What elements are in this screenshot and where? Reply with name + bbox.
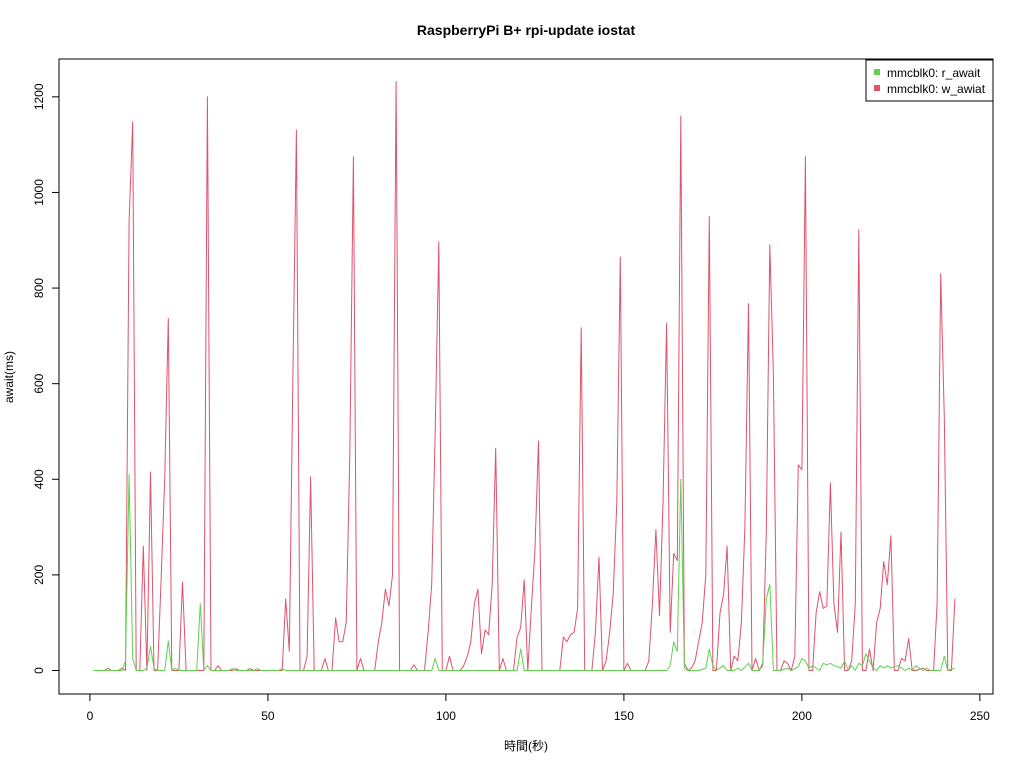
series-layer (93, 81, 956, 671)
y-tick-label: 200 (32, 565, 46, 585)
legend: mmcblk0: r_await mmcblk0: w_awiat (865, 59, 994, 102)
x-axis: 0 50 100 150 200 250 (87, 693, 990, 723)
y-axis: 0 200 400 600 800 1000 1200 (32, 83, 60, 674)
legend-label-w-await: mmcblk0: w_awiat (887, 82, 986, 96)
x-tick-label: 250 (970, 709, 990, 723)
legend-swatch-r-await (874, 69, 880, 75)
x-tick-label: 200 (792, 709, 812, 723)
y-axis-label: await(ms) (2, 351, 16, 403)
x-tick-label: 100 (436, 709, 456, 723)
x-axis-label: 時間(秒) (504, 739, 548, 753)
series-line-w-await (93, 81, 956, 671)
x-tick-label: 150 (614, 709, 634, 723)
legend-box (865, 59, 994, 102)
legend-swatch-w-await (874, 85, 880, 91)
plot-frame (58, 58, 994, 695)
x-tick-label: 50 (261, 709, 275, 723)
y-tick-label: 400 (32, 469, 46, 489)
y-tick-label: 1200 (32, 83, 46, 110)
y-tick-label: 600 (32, 373, 46, 393)
series-line-r-await (93, 474, 956, 671)
legend-label-r-await: mmcblk0: r_await (887, 66, 981, 80)
y-tick-label: 800 (32, 278, 46, 298)
y-tick-label: 0 (32, 667, 46, 674)
chart-title: RaspberryPi B+ rpi-update iostat (417, 22, 636, 38)
x-tick-label: 0 (87, 709, 94, 723)
y-tick-label: 1000 (32, 179, 46, 206)
